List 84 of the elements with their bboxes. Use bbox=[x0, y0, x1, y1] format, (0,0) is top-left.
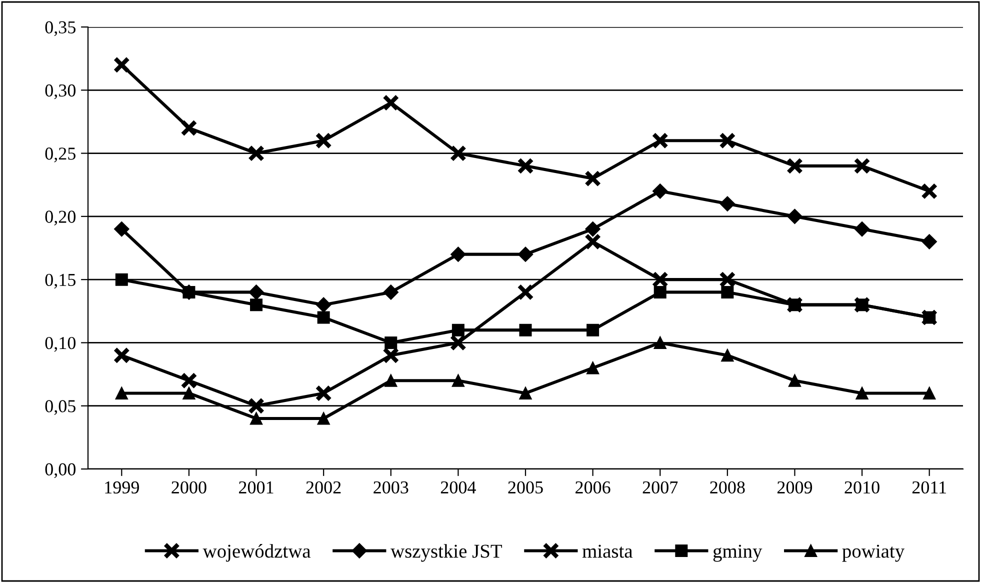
point bbox=[652, 184, 668, 199]
x-tick-label: 2005 bbox=[508, 481, 543, 494]
point bbox=[450, 246, 466, 262]
x-tick-label: 2008 bbox=[710, 481, 745, 494]
x-tick-label: 1999 bbox=[105, 481, 139, 494]
point bbox=[450, 334, 467, 352]
point bbox=[317, 311, 330, 324]
point bbox=[115, 273, 128, 286]
y-tick-label: 0,05 bbox=[45, 400, 76, 415]
y-tick-label: 0,30 bbox=[45, 84, 76, 100]
point bbox=[856, 386, 868, 400]
point bbox=[316, 297, 332, 312]
point bbox=[787, 208, 802, 224]
legend-label: gminy bbox=[713, 544, 762, 562]
x-tick-label: 2002 bbox=[306, 481, 341, 494]
point bbox=[248, 284, 264, 300]
point bbox=[854, 221, 870, 237]
x-tick-label: 2004 bbox=[440, 481, 476, 494]
point bbox=[585, 221, 600, 237]
point bbox=[383, 284, 398, 300]
point bbox=[315, 132, 332, 149]
y-tick-label: 0,15 bbox=[45, 274, 76, 289]
point bbox=[114, 221, 130, 237]
point bbox=[923, 386, 936, 400]
x-tick-label: 2007 bbox=[642, 481, 678, 494]
point bbox=[519, 324, 532, 336]
point bbox=[384, 336, 398, 349]
point bbox=[182, 286, 196, 298]
point bbox=[721, 349, 734, 362]
point bbox=[180, 120, 198, 136]
point bbox=[315, 384, 332, 402]
point bbox=[854, 158, 870, 174]
point bbox=[720, 196, 735, 212]
point bbox=[922, 234, 937, 250]
point bbox=[182, 386, 196, 400]
x-tick-label: 2010 bbox=[844, 481, 880, 494]
point bbox=[721, 286, 734, 298]
y-tick-label: 0,00 bbox=[45, 463, 76, 478]
legend-label: wszystkie JST bbox=[390, 544, 502, 562]
point bbox=[518, 246, 534, 262]
point bbox=[584, 170, 602, 187]
x-tick-label: 2000 bbox=[172, 481, 206, 494]
point bbox=[719, 271, 736, 288]
point bbox=[652, 132, 668, 149]
point bbox=[586, 362, 600, 374]
legend-label: powiaty bbox=[842, 544, 905, 562]
point bbox=[584, 233, 602, 250]
y-tick-label: 0,25 bbox=[45, 148, 76, 162]
point bbox=[384, 374, 398, 387]
point bbox=[654, 286, 666, 298]
point bbox=[517, 158, 534, 174]
legend-label: miasta bbox=[582, 544, 633, 558]
legend-label: województwa bbox=[202, 544, 311, 562]
point bbox=[452, 324, 464, 336]
point bbox=[248, 398, 265, 414]
y-tick-label: 0,20 bbox=[45, 210, 76, 226]
point bbox=[250, 298, 263, 312]
point bbox=[180, 372, 198, 389]
point bbox=[652, 271, 668, 288]
x-tick-label: 2011 bbox=[912, 481, 946, 494]
point bbox=[250, 412, 263, 425]
point bbox=[719, 132, 736, 149]
point bbox=[113, 56, 130, 74]
point bbox=[452, 374, 464, 387]
point bbox=[517, 284, 534, 301]
point bbox=[113, 347, 130, 364]
point bbox=[586, 324, 600, 336]
x-tick-label: 2003 bbox=[374, 481, 408, 494]
point bbox=[382, 347, 400, 364]
x-tick-label: 2001 bbox=[239, 481, 274, 494]
point bbox=[382, 94, 400, 112]
y-tick-label: 0,35 bbox=[45, 21, 76, 36]
point bbox=[788, 374, 801, 387]
point bbox=[786, 158, 804, 174]
point bbox=[921, 182, 938, 200]
point bbox=[450, 144, 467, 162]
x-tick-label: 2009 bbox=[777, 481, 812, 494]
y-tick-label: 0,10 bbox=[45, 336, 76, 352]
point bbox=[115, 386, 128, 400]
point bbox=[248, 144, 265, 162]
x-tick-label: 2006 bbox=[576, 481, 610, 494]
point bbox=[317, 412, 330, 425]
point bbox=[654, 336, 666, 349]
point bbox=[519, 386, 532, 400]
